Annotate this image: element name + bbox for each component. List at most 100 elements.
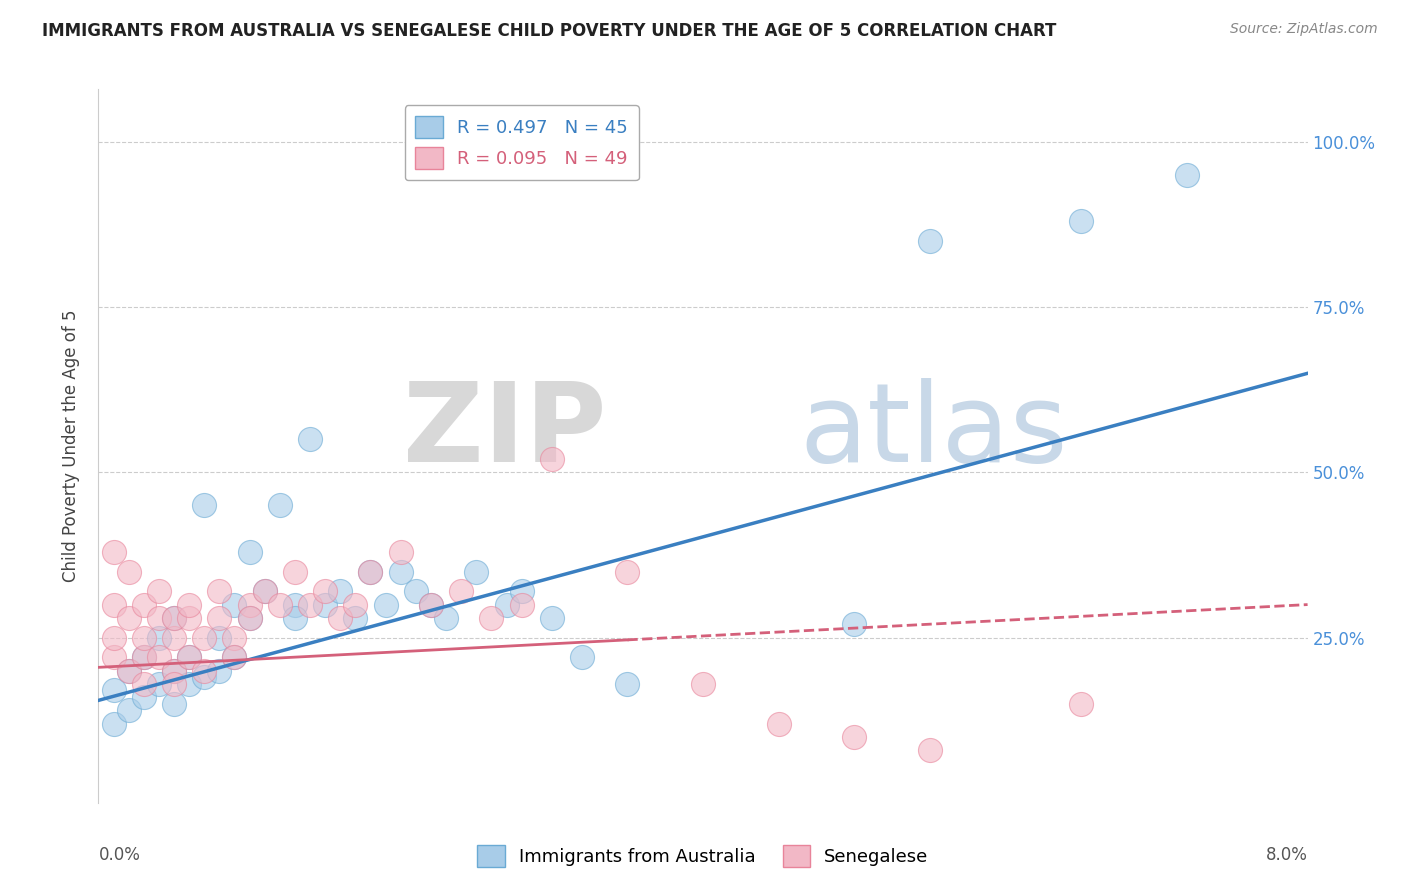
Point bbox=[389, 565, 412, 579]
Point bbox=[208, 631, 231, 645]
Point bbox=[179, 650, 201, 665]
Point bbox=[540, 611, 562, 625]
Point bbox=[148, 584, 170, 599]
Point bbox=[360, 565, 382, 579]
Point bbox=[132, 677, 155, 691]
Point bbox=[616, 565, 638, 579]
Point bbox=[118, 703, 141, 717]
Point bbox=[495, 598, 517, 612]
Point bbox=[179, 677, 201, 691]
Point bbox=[692, 677, 714, 691]
Point bbox=[284, 611, 307, 625]
Point bbox=[269, 598, 291, 612]
Point bbox=[148, 631, 170, 645]
Point bbox=[360, 565, 382, 579]
Point bbox=[103, 650, 125, 665]
Point bbox=[284, 565, 307, 579]
Point bbox=[103, 545, 125, 559]
Point bbox=[163, 611, 186, 625]
Point bbox=[420, 598, 443, 612]
Point bbox=[450, 584, 472, 599]
Point bbox=[918, 234, 941, 248]
Point bbox=[193, 664, 215, 678]
Point bbox=[314, 584, 336, 599]
Point bbox=[616, 677, 638, 691]
Point bbox=[299, 598, 322, 612]
Point bbox=[118, 664, 141, 678]
Point bbox=[118, 565, 141, 579]
Point bbox=[844, 617, 866, 632]
Point bbox=[239, 611, 262, 625]
Point bbox=[103, 716, 125, 731]
Point bbox=[148, 611, 170, 625]
Point bbox=[329, 611, 352, 625]
Point bbox=[540, 452, 562, 467]
Point bbox=[193, 499, 215, 513]
Point bbox=[389, 545, 412, 559]
Point bbox=[224, 598, 246, 612]
Point bbox=[253, 584, 276, 599]
Point bbox=[132, 598, 155, 612]
Point bbox=[179, 598, 201, 612]
Legend: R = 0.497   N = 45, R = 0.095   N = 49: R = 0.497 N = 45, R = 0.095 N = 49 bbox=[405, 105, 638, 180]
Point bbox=[208, 584, 231, 599]
Point bbox=[224, 650, 246, 665]
Text: 0.0%: 0.0% bbox=[98, 846, 141, 863]
Point bbox=[239, 611, 262, 625]
Point bbox=[118, 664, 141, 678]
Point bbox=[163, 664, 186, 678]
Point bbox=[344, 598, 367, 612]
Point bbox=[163, 631, 186, 645]
Point bbox=[193, 670, 215, 684]
Point bbox=[163, 697, 186, 711]
Y-axis label: Child Poverty Under the Age of 5: Child Poverty Under the Age of 5 bbox=[62, 310, 80, 582]
Point bbox=[918, 743, 941, 757]
Point bbox=[344, 611, 367, 625]
Point bbox=[1070, 697, 1092, 711]
Point bbox=[239, 545, 262, 559]
Text: IMMIGRANTS FROM AUSTRALIA VS SENEGALESE CHILD POVERTY UNDER THE AGE OF 5 CORRELA: IMMIGRANTS FROM AUSTRALIA VS SENEGALESE … bbox=[42, 22, 1056, 40]
Point bbox=[148, 677, 170, 691]
Point bbox=[1070, 214, 1092, 228]
Point bbox=[163, 611, 186, 625]
Point bbox=[132, 631, 155, 645]
Point bbox=[239, 598, 262, 612]
Point bbox=[510, 584, 533, 599]
Point bbox=[224, 631, 246, 645]
Point bbox=[163, 664, 186, 678]
Point bbox=[132, 650, 155, 665]
Point bbox=[420, 598, 443, 612]
Point bbox=[844, 730, 866, 744]
Point bbox=[405, 584, 427, 599]
Point bbox=[208, 664, 231, 678]
Point bbox=[148, 650, 170, 665]
Point bbox=[103, 631, 125, 645]
Point bbox=[208, 611, 231, 625]
Point bbox=[224, 650, 246, 665]
Point bbox=[269, 499, 291, 513]
Point bbox=[163, 677, 186, 691]
Point bbox=[132, 650, 155, 665]
Text: atlas: atlas bbox=[800, 378, 1069, 485]
Point bbox=[465, 565, 488, 579]
Point bbox=[510, 598, 533, 612]
Text: 8.0%: 8.0% bbox=[1265, 846, 1308, 863]
Text: ZIP: ZIP bbox=[404, 378, 606, 485]
Point bbox=[103, 683, 125, 698]
Point bbox=[768, 716, 790, 731]
Point bbox=[179, 650, 201, 665]
Point bbox=[374, 598, 396, 612]
Point bbox=[299, 433, 322, 447]
Point bbox=[481, 611, 503, 625]
Point bbox=[179, 611, 201, 625]
Point bbox=[329, 584, 352, 599]
Point bbox=[284, 598, 307, 612]
Point bbox=[314, 598, 336, 612]
Point bbox=[103, 598, 125, 612]
Point bbox=[253, 584, 276, 599]
Point bbox=[193, 631, 215, 645]
Point bbox=[1175, 168, 1198, 182]
Point bbox=[571, 650, 593, 665]
Point bbox=[434, 611, 457, 625]
Point bbox=[118, 611, 141, 625]
